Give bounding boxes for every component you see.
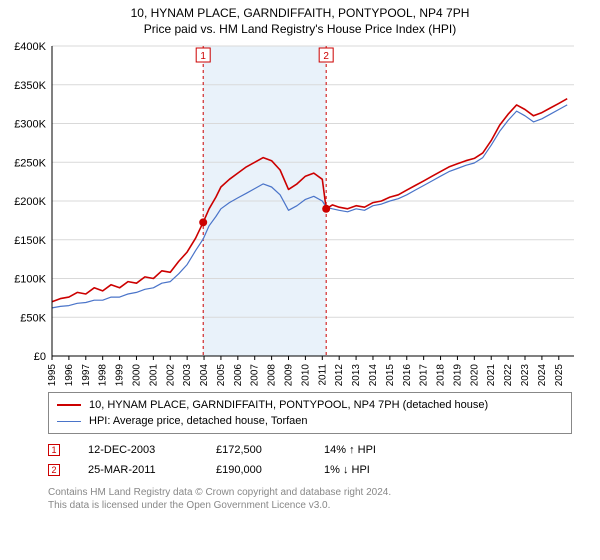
svg-text:2012: 2012	[334, 364, 345, 386]
chart-subtitle: Price paid vs. HM Land Registry's House …	[0, 22, 600, 36]
svg-text:1: 1	[200, 51, 206, 62]
legend: 10, HYNAM PLACE, GARNDIFFAITH, PONTYPOOL…	[48, 392, 572, 434]
svg-text:1997: 1997	[81, 364, 92, 386]
legend-swatch-price	[57, 404, 81, 406]
svg-text:£250K: £250K	[14, 157, 46, 169]
legend-row-price: 10, HYNAM PLACE, GARNDIFFAITH, PONTYPOOL…	[57, 397, 563, 413]
svg-text:2019: 2019	[452, 364, 463, 386]
footer-line-2: This data is licensed under the Open Gov…	[48, 499, 572, 512]
svg-text:2021: 2021	[486, 364, 497, 386]
svg-text:2003: 2003	[182, 364, 193, 386]
footer-line-1: Contains HM Land Registry data © Crown c…	[48, 486, 572, 499]
legend-row-hpi: HPI: Average price, detached house, Torf…	[57, 413, 563, 429]
svg-text:1996: 1996	[64, 364, 75, 386]
transaction-row: 1 12-DEC-2003 £172,500 14% ↑ HPI	[48, 440, 572, 460]
transaction-row: 2 25-MAR-2011 £190,000 1% ↓ HPI	[48, 460, 572, 480]
svg-text:2010: 2010	[300, 364, 311, 386]
svg-text:1995: 1995	[47, 364, 58, 386]
transaction-marker: 1	[48, 444, 60, 456]
svg-text:2018: 2018	[436, 364, 447, 386]
svg-text:2024: 2024	[537, 364, 548, 386]
svg-text:2011: 2011	[317, 364, 328, 386]
svg-text:£150K: £150K	[14, 235, 46, 247]
svg-text:£300K: £300K	[14, 119, 46, 131]
svg-text:1999: 1999	[115, 364, 126, 386]
svg-text:2004: 2004	[199, 364, 210, 386]
transaction-date: 25-MAR-2011	[88, 460, 188, 480]
svg-text:2001: 2001	[148, 364, 159, 386]
svg-text:2023: 2023	[520, 364, 531, 386]
svg-text:£200K: £200K	[14, 196, 46, 208]
legend-label-hpi: HPI: Average price, detached house, Torf…	[89, 413, 308, 429]
transaction-hpi: 1% ↓ HPI	[324, 460, 424, 480]
chart-titles: 10, HYNAM PLACE, GARNDIFFAITH, PONTYPOOL…	[0, 0, 600, 38]
svg-text:£400K: £400K	[14, 41, 46, 53]
svg-text:2025: 2025	[554, 364, 565, 386]
svg-text:2007: 2007	[250, 364, 261, 386]
svg-text:2008: 2008	[267, 364, 278, 386]
svg-text:£350K: £350K	[14, 80, 46, 92]
transaction-price: £172,500	[216, 440, 296, 460]
svg-text:2009: 2009	[284, 364, 295, 386]
svg-text:2005: 2005	[216, 364, 227, 386]
svg-text:2002: 2002	[165, 364, 176, 386]
svg-text:2013: 2013	[351, 364, 362, 386]
svg-text:2000: 2000	[131, 364, 142, 386]
svg-text:2015: 2015	[385, 364, 396, 386]
svg-text:2017: 2017	[419, 364, 430, 386]
legend-label-price: 10, HYNAM PLACE, GARNDIFFAITH, PONTYPOOL…	[89, 397, 488, 413]
svg-text:2: 2	[323, 51, 329, 62]
transaction-price: £190,000	[216, 460, 296, 480]
transaction-table: 1 12-DEC-2003 £172,500 14% ↑ HPI 2 25-MA…	[48, 440, 572, 480]
line-chart: £0 £50K £100K £150K £200K £250K £300K £350K £400…	[0, 38, 588, 386]
transaction-marker: 2	[48, 464, 60, 476]
svg-text:£50K: £50K	[20, 312, 46, 324]
chart-title: 10, HYNAM PLACE, GARNDIFFAITH, PONTYPOOL…	[0, 6, 600, 20]
svg-text:2022: 2022	[503, 364, 514, 386]
transaction-hpi: 14% ↑ HPI	[324, 440, 424, 460]
legend-swatch-hpi	[57, 421, 81, 422]
chart-area: £0 £50K £100K £150K £200K £250K £300K £350K £400…	[0, 38, 600, 386]
svg-text:2006: 2006	[233, 364, 244, 386]
transaction-date: 12-DEC-2003	[88, 440, 188, 460]
svg-text:£100K: £100K	[14, 274, 46, 286]
svg-text:£0: £0	[34, 351, 46, 363]
svg-text:2016: 2016	[402, 364, 413, 386]
footer: Contains HM Land Registry data © Crown c…	[48, 486, 572, 512]
svg-text:2014: 2014	[368, 364, 379, 386]
svg-text:2020: 2020	[469, 364, 480, 386]
svg-text:1998: 1998	[98, 364, 109, 386]
